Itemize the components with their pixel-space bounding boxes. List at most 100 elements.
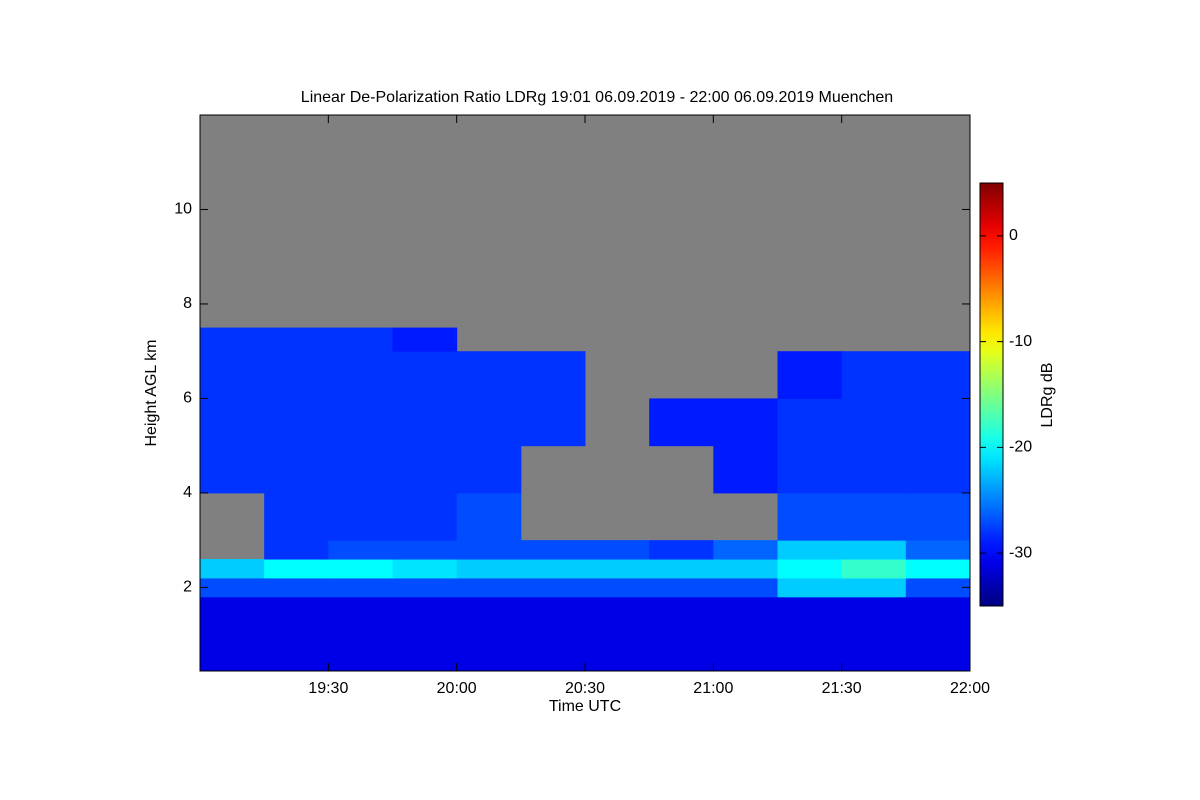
cell: [328, 540, 393, 560]
cell: [328, 634, 393, 672]
cell: [905, 634, 971, 672]
cell: [328, 559, 393, 579]
cell: [328, 577, 393, 598]
cell: [520, 398, 586, 447]
cell: [456, 398, 522, 447]
cell: [456, 596, 522, 636]
x-tick-label: 20:00: [437, 680, 477, 697]
colorbar-tick-label: -20: [1009, 439, 1032, 456]
cell: [264, 634, 329, 672]
cell: [841, 351, 907, 399]
cell: [328, 445, 393, 494]
colorbar: [979, 182, 1004, 607]
cell: [264, 577, 329, 598]
cell: [777, 540, 843, 560]
cell: [649, 577, 714, 598]
cell: [200, 596, 265, 636]
cell: [777, 445, 843, 494]
cell: [200, 398, 265, 447]
cell: [585, 559, 650, 579]
cell: [905, 540, 971, 560]
cell: [777, 398, 843, 447]
cell: [456, 445, 522, 494]
cell: [905, 445, 971, 494]
cell: [392, 559, 458, 579]
cell: [649, 398, 714, 447]
cell: [841, 634, 907, 672]
cell: [392, 398, 458, 447]
cell: [841, 559, 907, 579]
cell: [520, 540, 586, 560]
cell: [585, 634, 650, 672]
cell: [777, 577, 843, 598]
x-tick-label: 21:00: [693, 680, 733, 697]
cell: [905, 398, 971, 447]
cell: [777, 634, 843, 672]
y-tick-label: 2: [183, 579, 192, 596]
cell: [200, 634, 265, 672]
cell: [520, 351, 586, 399]
cell: [264, 445, 329, 494]
colorbar-label: LDRg dB: [1039, 363, 1056, 428]
cell: [200, 445, 265, 494]
cell: [392, 596, 458, 636]
cell: [392, 351, 458, 399]
cell: [392, 327, 458, 352]
cell: [777, 351, 843, 399]
cell: [392, 634, 458, 672]
cell: [520, 577, 586, 598]
x-tick-label: 19:30: [308, 680, 348, 697]
cell: [200, 577, 265, 598]
x-tick-label: 20:30: [565, 680, 605, 697]
cell: [905, 492, 971, 541]
cell: [713, 596, 778, 636]
cell: [392, 577, 458, 598]
cell: [264, 492, 329, 541]
y-tick-label: 10: [174, 201, 192, 218]
x-tick-label: 21:30: [822, 680, 862, 697]
cell: [328, 327, 393, 352]
cell: [392, 540, 458, 560]
cell: [264, 596, 329, 636]
cell: [264, 559, 329, 579]
y-tick-label: 6: [183, 390, 192, 407]
cell: [456, 577, 522, 598]
cell: [841, 596, 907, 636]
cell: [713, 577, 778, 598]
cell: [328, 351, 393, 399]
cell: [713, 445, 778, 494]
cell: [841, 577, 907, 598]
cell: [456, 559, 522, 579]
cell: [585, 577, 650, 598]
cell: [713, 540, 778, 560]
cell: [264, 398, 329, 447]
cell: [520, 596, 586, 636]
cell: [713, 634, 778, 672]
y-axis-label: Height AGL km: [143, 339, 160, 446]
cell: [200, 351, 265, 399]
cell: [456, 540, 522, 560]
cell: [200, 327, 265, 352]
cell: [841, 540, 907, 560]
cell: [328, 492, 393, 541]
cell: [713, 559, 778, 579]
cell: [649, 596, 714, 636]
colorbar-tick-label: -10: [1009, 333, 1032, 350]
cell: [264, 351, 329, 399]
y-tick-label: 8: [183, 295, 192, 312]
cell: [777, 492, 843, 541]
cell: [392, 492, 458, 541]
cell: [328, 596, 393, 636]
cell: [456, 634, 522, 672]
cell: [905, 596, 971, 636]
cell: [649, 540, 714, 560]
cell: [841, 398, 907, 447]
cell: [456, 492, 522, 541]
cell: [905, 559, 971, 579]
cell: [585, 596, 650, 636]
chart-title: Linear De-Polarization Ratio LDRg 19:01 …: [301, 89, 893, 106]
cell: [777, 596, 843, 636]
colorbar-tick-label: -30: [1009, 544, 1032, 561]
cell: [520, 559, 586, 579]
